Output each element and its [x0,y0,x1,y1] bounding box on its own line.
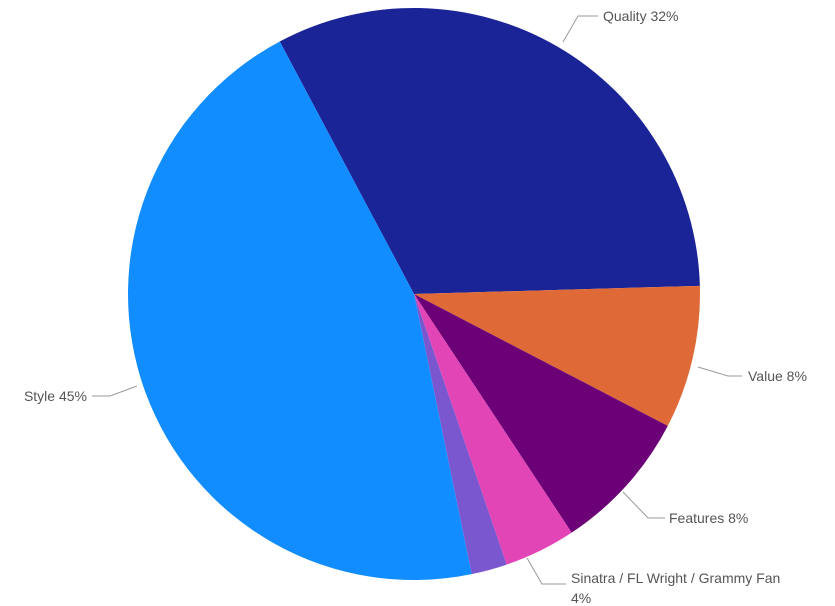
leader-line [526,557,566,585]
leader-line [697,366,742,377]
pie-slice-style[interactable] [128,41,472,580]
data-label-value: Value 8% [748,368,807,384]
data-label-sinatra-fl-wright-grammy-fan-line-2: 4% [571,590,591,606]
pie-slice-unlabeled[interactable] [414,294,507,575]
data-label-features: Features 8% [669,510,748,526]
leader-line [622,491,665,519]
pie-slice-quality[interactable] [279,8,700,295]
data-label-quality: Quality 32% [603,8,678,24]
pie-slice-sinatra-fl-wright-grammy-fan[interactable] [414,294,572,565]
leader-line [92,385,138,397]
leader-line [562,15,598,43]
data-label-style: Style 45% [24,388,87,404]
pie-slice-features[interactable] [414,294,668,533]
data-label-sinatra-fl-wright-grammy-fan-line-1: Sinatra / FL Wright / Grammy Fan [571,570,780,586]
pie-slice-value[interactable] [414,285,700,426]
